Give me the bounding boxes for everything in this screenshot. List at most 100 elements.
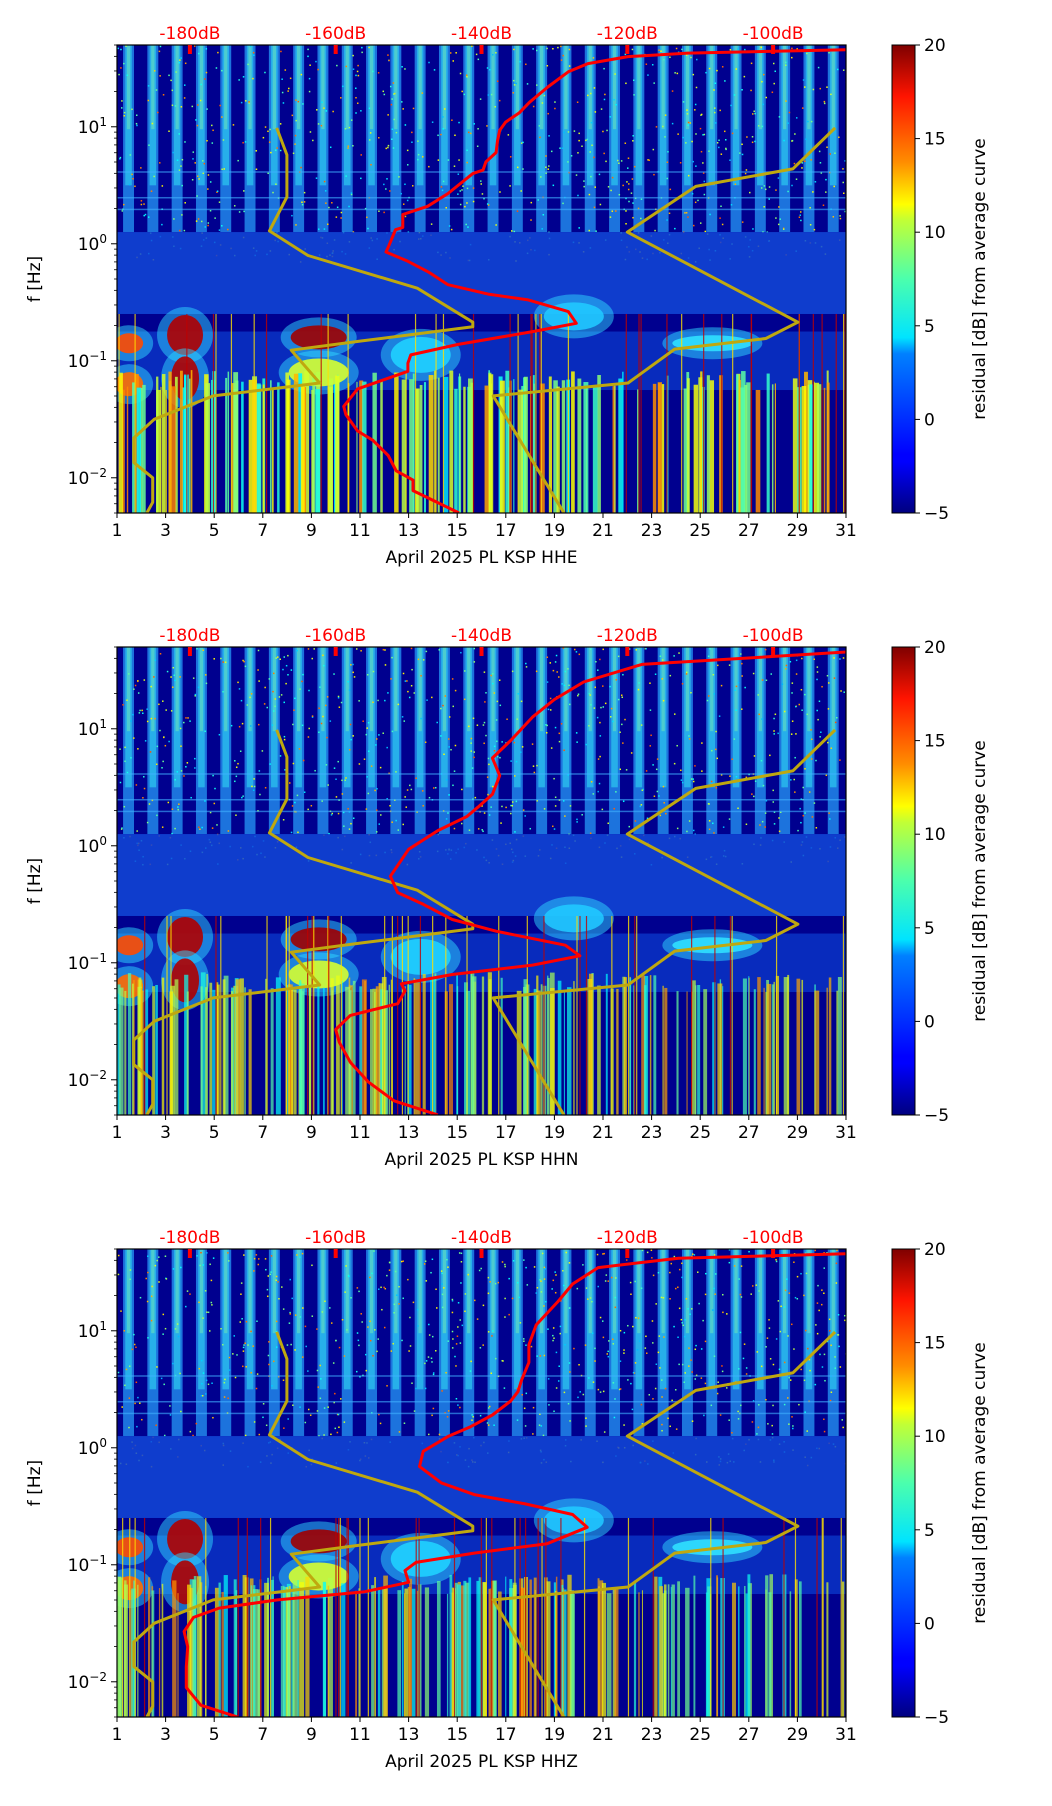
heatmap-pixel	[331, 812, 334, 815]
heatmap-streak	[309, 975, 312, 1115]
colorbar	[891, 44, 916, 514]
heatmap-spike	[638, 313, 640, 513]
heatmap-spike	[266, 915, 268, 1115]
heatmap-day-peak	[807, 1249, 811, 1334]
heatmap-streak	[624, 977, 627, 1115]
heatmap-pixel	[621, 723, 623, 726]
heatmap-streak	[597, 985, 601, 1115]
heatmap-pixel	[638, 1340, 641, 1342]
heatmap-streak	[533, 988, 537, 1115]
heatmap-day-peak	[588, 1249, 592, 1334]
heatmap-line	[117, 196, 846, 199]
heatmap-pixel	[653, 173, 655, 176]
heatmap-pixel	[162, 700, 164, 702]
heatmap-pixel	[173, 218, 175, 220]
heatmap-pixel	[482, 724, 485, 726]
heatmap-pixel	[323, 180, 326, 183]
heatmap-pixel	[146, 720, 149, 723]
heatmap-pixel	[195, 1422, 198, 1425]
heatmap-pixel	[724, 130, 726, 133]
heatmap-pixel	[403, 720, 406, 722]
heatmap-pixel	[316, 1328, 318, 1330]
heatmap-pixel	[810, 729, 812, 731]
heatmap-pixel	[632, 1371, 635, 1374]
heatmap-pixel	[268, 1363, 270, 1366]
heatmap-pixel	[280, 50, 282, 53]
heatmap-streak	[446, 1593, 449, 1717]
colorbar-tick-label: 5	[924, 317, 935, 337]
heatmap-streak	[225, 377, 228, 513]
heatmap-pixel	[406, 199, 409, 202]
heatmap-streak	[563, 990, 565, 1115]
heatmap-pixel	[741, 143, 743, 146]
heatmap-streak	[454, 388, 458, 513]
heatmap-pixel	[513, 230, 516, 233]
heatmap-pixel	[368, 46, 370, 49]
heatmap-pixel	[164, 1255, 167, 1257]
heatmap-pixel	[650, 1249, 653, 1252]
heatmap-pixel	[702, 162, 704, 164]
heatmap-pixel	[460, 651, 462, 654]
heatmap-pixel	[656, 758, 659, 760]
heatmap-pixel	[293, 709, 295, 712]
heatmap-pixel	[328, 832, 330, 835]
heatmap-pixel	[212, 1416, 214, 1419]
heatmap-pixel	[688, 1365, 690, 1367]
heatmap-pixel	[509, 185, 511, 187]
heatmap-pixel	[422, 659, 425, 661]
heatmap-pixel	[389, 190, 391, 192]
heatmap-pixel	[713, 832, 715, 834]
heatmap-pixel	[826, 86, 828, 88]
y-tick-label: 10−1	[68, 1553, 107, 1576]
heatmap-spike	[491, 1517, 493, 1717]
heatmap-streak	[345, 986, 350, 1115]
heatmap-pixel	[327, 223, 329, 226]
heatmap-day-core	[562, 647, 570, 788]
heatmap-streak	[424, 1587, 430, 1717]
heatmap-pixel	[773, 717, 775, 720]
heatmap-pixel	[218, 201, 221, 203]
heatmap-pixel	[696, 58, 698, 61]
heatmap-streak	[448, 984, 454, 1115]
heatmap-pixel	[184, 202, 186, 204]
heatmap-pixel	[804, 86, 806, 88]
heatmap-pixel	[622, 184, 624, 187]
heatmap-pixel	[158, 1281, 160, 1283]
heatmap-pixel	[385, 147, 387, 150]
heatmap-spike	[625, 313, 627, 513]
heatmap-pixel	[541, 1252, 544, 1255]
heatmap-pixel	[842, 657, 845, 659]
y-tick-base: 10	[68, 1071, 90, 1091]
heatmap-pixel	[791, 692, 793, 694]
heatmap-pixel	[153, 175, 155, 178]
heatmap-streak	[187, 1584, 192, 1717]
heatmap-pixel	[825, 178, 827, 181]
heatmap-pixel	[704, 1382, 707, 1385]
heatmap-pixel	[837, 1334, 840, 1336]
heatmap-day-peak	[442, 45, 447, 130]
heatmap-pixel	[593, 156, 595, 159]
heatmap-pixel	[685, 142, 687, 144]
heatmap-pixel	[325, 202, 327, 204]
heatmap-pixel	[734, 183, 737, 185]
x-tick-label: 27	[738, 1725, 760, 1745]
heatmap-pixel	[466, 187, 469, 190]
heatmap-pixel	[662, 125, 664, 128]
heatmap-pixel	[623, 1352, 625, 1354]
heatmap-streak	[670, 1586, 672, 1717]
heatmap-pixel	[768, 1319, 770, 1321]
heatmap-pixel	[412, 107, 415, 110]
heatmap-pixel	[728, 664, 731, 666]
heatmap-streak	[570, 1594, 575, 1717]
heatmap-pixel	[203, 162, 206, 165]
heatmap-pixel	[734, 689, 737, 691]
heatmap-pixel	[808, 791, 811, 793]
heatmap-pixel	[689, 1313, 691, 1316]
heatmap-pixel	[713, 1287, 715, 1290]
heatmap-pixel	[165, 1278, 168, 1280]
heatmap-pixel	[228, 1369, 231, 1371]
heatmap-streak	[641, 975, 645, 1115]
x-tick-label: 19	[544, 521, 566, 541]
heatmap-pixel	[215, 67, 218, 69]
heatmap-pixel	[805, 1272, 808, 1275]
